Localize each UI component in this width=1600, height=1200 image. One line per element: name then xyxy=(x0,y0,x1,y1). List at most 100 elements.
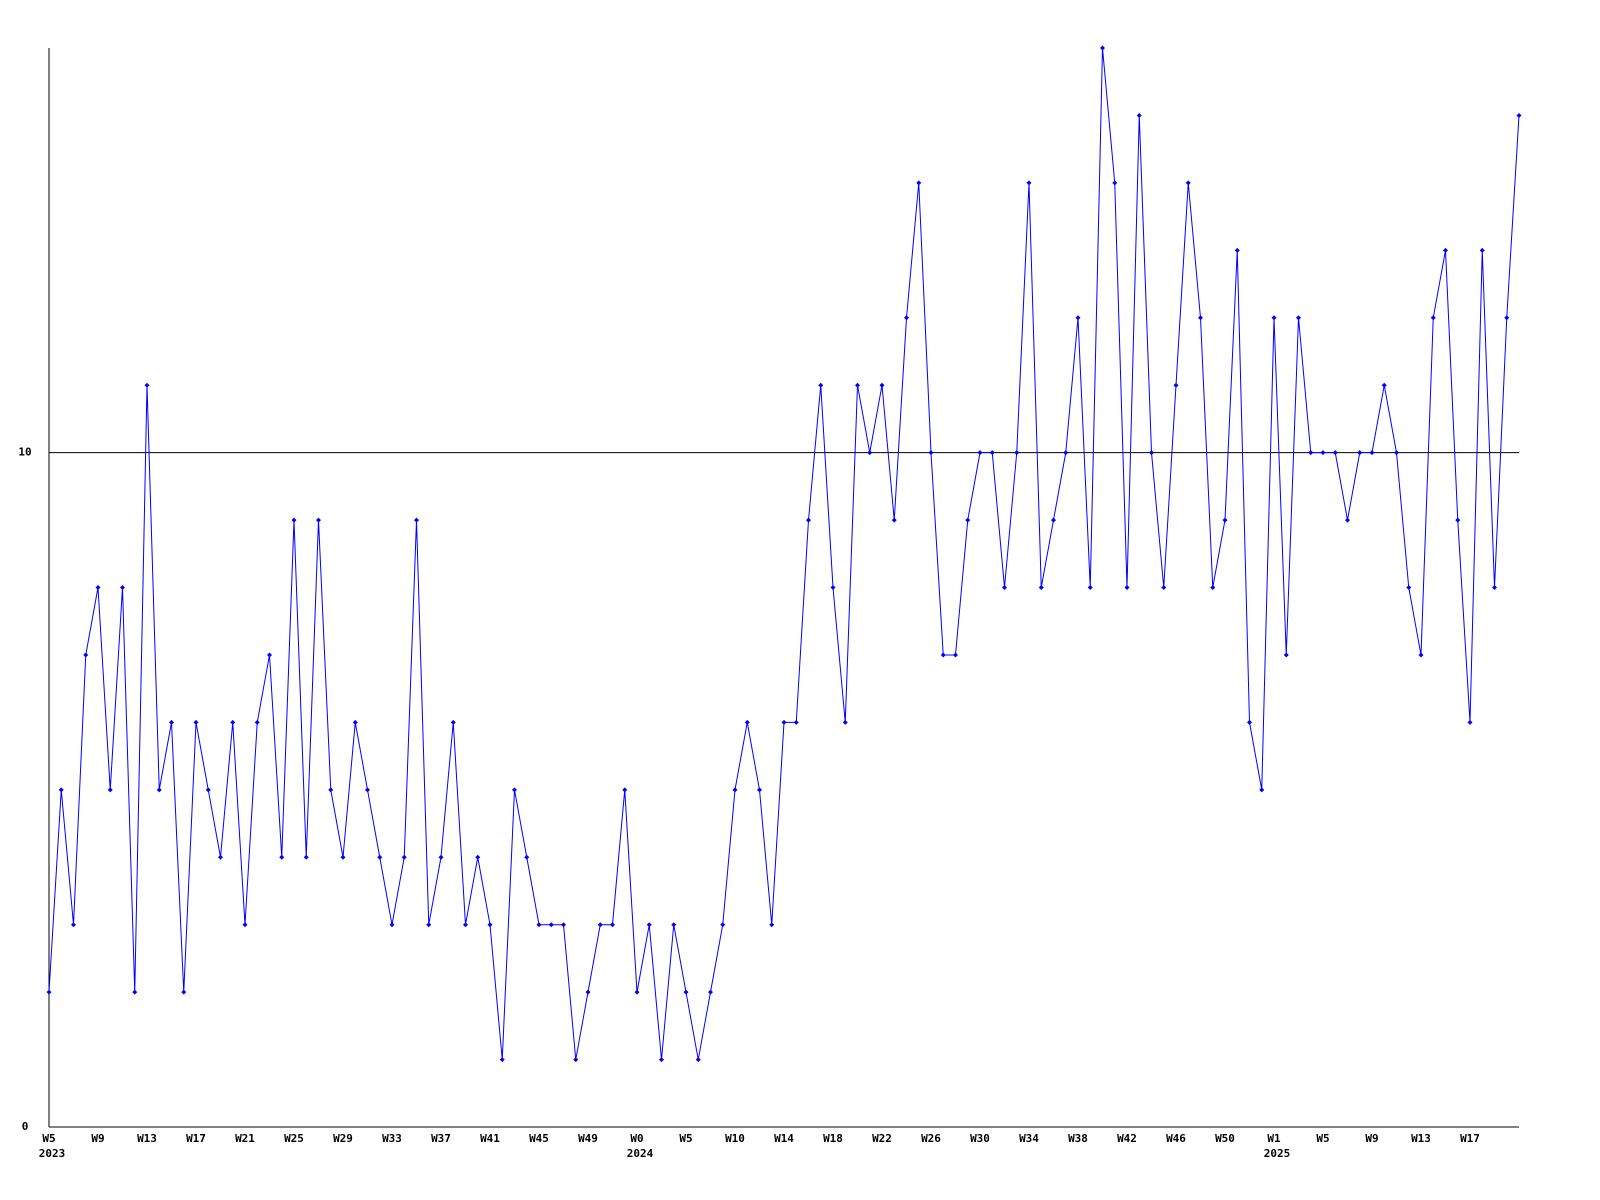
data-point xyxy=(904,315,909,321)
data-point xyxy=(401,854,407,860)
data-point xyxy=(744,719,750,725)
data-point xyxy=(230,719,236,725)
data-point xyxy=(793,719,799,725)
x-tick-label: W33 xyxy=(382,1132,402,1145)
x-year-label: 2025 xyxy=(1264,1147,1291,1160)
x-tick-label: W17 xyxy=(1460,1132,1480,1145)
data-point xyxy=(193,719,199,725)
data-point xyxy=(71,922,76,928)
x-tick-label: W42 xyxy=(1117,1132,1137,1145)
data-point xyxy=(169,719,174,725)
data-point xyxy=(1136,112,1142,118)
data-point xyxy=(1087,585,1093,590)
data-point xyxy=(1247,719,1252,725)
data-point xyxy=(328,787,334,793)
data-point xyxy=(438,854,444,860)
x-tick-label: W49 xyxy=(578,1132,598,1145)
data-point xyxy=(1430,315,1436,321)
data-point xyxy=(487,922,493,928)
data-point xyxy=(377,854,383,860)
data-point xyxy=(218,854,223,860)
data-point xyxy=(732,787,738,793)
data-point xyxy=(524,854,530,860)
x-tick-label: W34 xyxy=(1019,1132,1039,1145)
data-point xyxy=(1149,450,1154,456)
data-point xyxy=(181,989,187,995)
data-point xyxy=(1308,450,1314,456)
data-point xyxy=(365,787,370,793)
data-point xyxy=(1455,517,1461,523)
data-point xyxy=(1381,382,1387,388)
data-point xyxy=(303,854,309,860)
data-point xyxy=(781,719,787,725)
data-point xyxy=(683,989,689,995)
data-point xyxy=(279,854,285,860)
data-point xyxy=(806,517,811,523)
data-point xyxy=(561,922,566,928)
data-point xyxy=(695,1057,701,1063)
data-point xyxy=(1051,517,1056,523)
data-point xyxy=(965,517,971,523)
x-tick-label: W13 xyxy=(1411,1132,1431,1145)
data-point xyxy=(1259,787,1265,793)
x-tick-label: W9 xyxy=(91,1132,104,1145)
data-point xyxy=(622,787,628,793)
data-point xyxy=(928,450,934,456)
data-point xyxy=(1002,585,1007,590)
data-point xyxy=(83,652,89,658)
data-line xyxy=(48,47,1520,1060)
x-tick-label: W5 xyxy=(1316,1132,1329,1145)
x-tick-label: W29 xyxy=(333,1132,353,1145)
data-point xyxy=(1406,585,1412,590)
data-point xyxy=(818,382,824,388)
x-tick-label: W5 xyxy=(679,1132,692,1145)
data-point xyxy=(1516,112,1522,118)
x-tick-label: W26 xyxy=(921,1132,941,1145)
x-year-label: 2024 xyxy=(627,1147,654,1160)
data-point xyxy=(46,989,52,995)
data-point xyxy=(720,922,726,928)
x-year-label: 2023 xyxy=(39,1147,66,1160)
data-point xyxy=(1161,585,1167,590)
data-point xyxy=(1320,450,1326,456)
data-point xyxy=(352,719,358,725)
data-point xyxy=(1479,247,1485,253)
data-point xyxy=(426,922,432,928)
data-point xyxy=(463,922,468,928)
data-point xyxy=(1332,450,1338,456)
data-point xyxy=(95,585,101,590)
data-point xyxy=(1026,180,1032,186)
x-tick-label: W45 xyxy=(529,1132,549,1145)
data-point xyxy=(512,787,517,793)
x-tick-label: W9 xyxy=(1365,1132,1378,1145)
data-point xyxy=(340,854,346,860)
data-point xyxy=(144,382,150,388)
data-point xyxy=(475,854,481,860)
data-point xyxy=(757,787,762,793)
data-point xyxy=(585,989,591,995)
x-tick-label: W30 xyxy=(970,1132,990,1145)
data-point xyxy=(1124,585,1130,590)
data-point xyxy=(671,922,677,928)
data-point xyxy=(548,922,554,928)
data-point xyxy=(254,719,260,725)
data-point xyxy=(58,787,64,793)
x-tick-label: W14 xyxy=(774,1132,794,1145)
x-tick-label: W50 xyxy=(1215,1132,1235,1145)
data-point xyxy=(1038,585,1044,590)
data-point xyxy=(450,719,456,725)
data-point xyxy=(291,517,297,523)
data-point xyxy=(1345,517,1350,523)
data-point xyxy=(1357,450,1363,456)
data-point xyxy=(634,989,640,995)
data-point xyxy=(867,450,873,456)
x-tick-label: W41 xyxy=(480,1132,500,1145)
data-point xyxy=(1112,180,1118,186)
data-point xyxy=(891,517,897,523)
data-point xyxy=(842,719,848,725)
data-point xyxy=(536,922,542,928)
data-point xyxy=(267,652,272,658)
data-point xyxy=(242,922,248,928)
x-tick-label: W5 xyxy=(42,1132,55,1145)
